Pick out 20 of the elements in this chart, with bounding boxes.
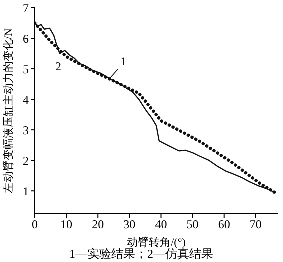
y-tick-label: 4: [23, 92, 29, 107]
x-axis-title: 动臂转角/(°): [127, 236, 186, 249]
series-label: 1: [120, 54, 127, 69]
y-tick-label: 2: [23, 154, 29, 168]
y-tick-label: 1: [23, 184, 29, 198]
y-axis-title: 左动臂变幅液压缸主动力的变化/N: [2, 28, 15, 194]
x-tick-label: 10: [60, 218, 73, 232]
y-tick-label: 6: [23, 32, 29, 46]
x-tick-label: 40: [155, 218, 168, 232]
y-tick-label: 7: [23, 1, 29, 16]
x-tick-label: 0: [32, 218, 38, 232]
x-tick-label: 50: [186, 218, 199, 232]
x-tick-label: 60: [218, 218, 230, 232]
y-tick-label: 3: [23, 123, 29, 138]
x-tick-label: 70: [250, 218, 262, 232]
x-tick-label: 20: [92, 218, 104, 232]
text: 1—实验结果；2—仿真结果: [68, 247, 214, 262]
x-tick-label: 30: [124, 218, 136, 232]
y-tick-label: 5: [23, 62, 29, 76]
series-label: 2: [56, 60, 62, 74]
